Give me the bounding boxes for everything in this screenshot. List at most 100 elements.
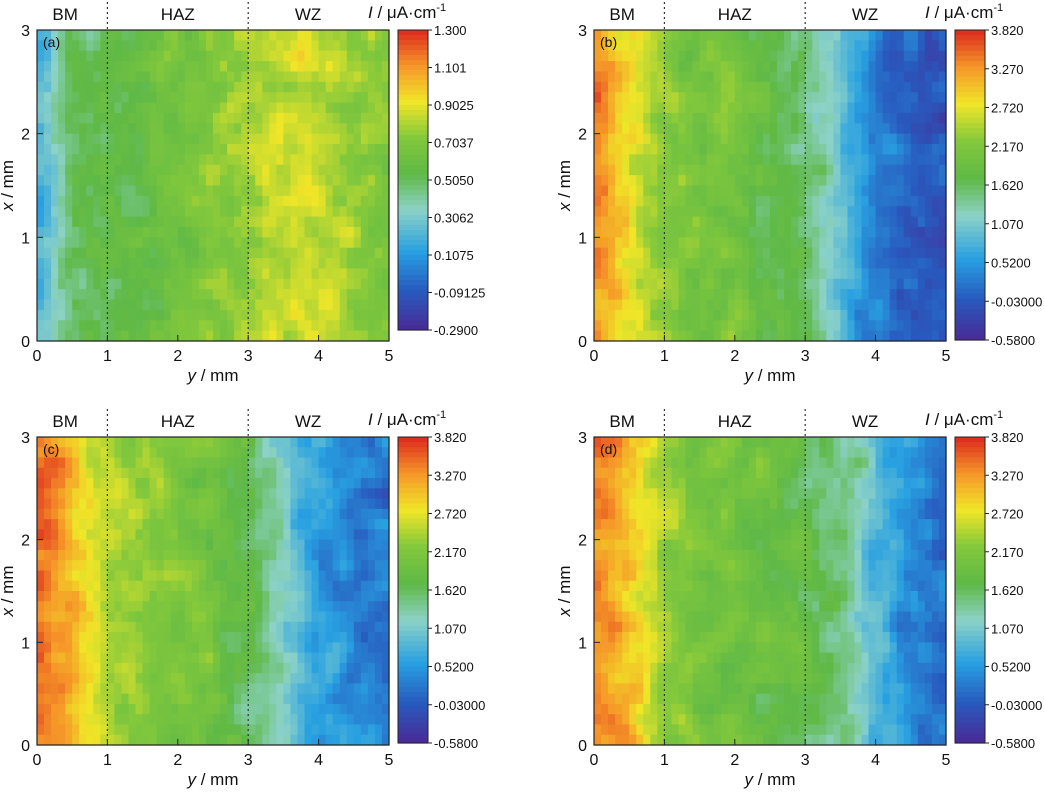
heatmap-cell [79,112,87,124]
heatmap-cell [100,570,108,582]
heatmap-cell [840,268,849,280]
heatmap-cell [297,642,306,654]
heatmap-cell [58,144,66,155]
heatmap-cell [276,673,284,684]
heatmap-cell [58,632,66,643]
colorbar-segment [398,190,428,196]
heatmap-cell [121,330,130,342]
heatmap-cell [643,330,651,342]
heatmap-cell [79,662,87,674]
heatmap-cell [304,320,313,332]
heatmap-cell [868,123,877,135]
heatmap-cell [255,133,263,145]
heatmap-cell [163,123,172,135]
heatmap-cell [114,703,123,715]
heatmap-cell [748,102,757,114]
colorbar-segment [398,447,428,453]
heatmap-cell [121,61,130,73]
heatmap-cell [65,154,73,166]
heatmap-cell [93,693,101,705]
heatmap-cell [65,632,73,643]
heatmap-cell [269,529,277,541]
heatmap-cell [65,652,73,664]
heatmap-cell [346,237,355,249]
heatmap-cell [819,237,827,249]
heatmap-cell [213,560,221,572]
heatmap-cell [601,123,609,135]
heatmap-cell [149,154,158,166]
heatmap-cell [917,278,926,290]
heatmap-cell [269,580,277,592]
heatmap-cell [868,268,877,280]
heatmap-cell [332,508,341,520]
heatmap-cell [227,447,235,459]
heatmap-cell [706,247,715,259]
heatmap-cell [93,632,101,643]
heatmap-cell [318,289,327,301]
heatmap-cell [622,112,630,124]
colorbar-tick-label: 1.101 [434,61,467,76]
heatmap-cell [325,467,334,479]
colorbar-segment [398,513,428,520]
heatmap-cell [875,447,884,459]
heatmap-cell [107,144,116,155]
heatmap-cell [812,216,820,228]
heatmap-cell [198,652,207,664]
heatmap-cell [44,488,52,500]
heatmap-cell [896,123,905,135]
heatmap-cell [241,447,249,459]
heatmap-cell [72,61,80,73]
heatmap-cell [882,144,891,155]
heatmap-cell [114,734,123,746]
heatmap-cell [213,237,221,249]
heatmap-cell [896,268,905,280]
heatmap-cell [170,92,179,104]
heatmap-cell [72,662,80,674]
panel-label: (a) [43,34,60,50]
heatmap-cell [882,133,891,145]
heatmap-cell [234,40,242,52]
heatmap-cell [79,714,87,726]
heatmap-cell [58,226,66,238]
heatmap-cell [840,164,849,176]
heatmap-cell [51,123,59,135]
heatmap-cell [44,703,52,715]
heatmap-cell [601,154,609,166]
heatmap-cell [276,498,284,510]
heatmap-cell [318,570,327,582]
heatmap-cell [255,693,263,705]
heatmap-cell [283,206,292,218]
heatmap-cell [664,30,673,41]
heatmap-cell [882,206,891,218]
heatmap-cell [205,549,214,561]
heatmap-cell [311,467,320,479]
heatmap-cell [875,206,884,218]
heatmap-cell [241,662,249,674]
heatmap-cell [636,447,644,459]
heatmap-cell [931,50,940,62]
heatmap-cell [381,693,390,705]
heatmap-cell [353,457,362,469]
heatmap-cell [770,457,778,469]
heatmap-cell [198,40,207,52]
heatmap-cell [269,30,277,41]
heatmap-cell [889,268,898,280]
heatmap-cell [629,437,637,448]
heatmap-cell [833,195,841,207]
heatmap-cell [332,457,341,469]
heatmap-cell [889,144,898,155]
heatmap-cell [220,216,228,228]
heatmap-cell [692,278,701,290]
heatmap-cell [699,237,708,249]
heatmap-cell [650,226,658,238]
heatmap-cell [198,50,207,62]
x-tick-label: 3 [244,348,253,365]
heatmap-cell [100,734,108,746]
heatmap-cell [128,652,137,664]
heatmap-cell [311,226,320,238]
heatmap-cell [360,662,369,674]
heatmap-cell [713,447,722,459]
heatmap-cell [198,621,207,633]
heatmap-cell [678,92,687,104]
heatmap-cell [699,289,708,301]
